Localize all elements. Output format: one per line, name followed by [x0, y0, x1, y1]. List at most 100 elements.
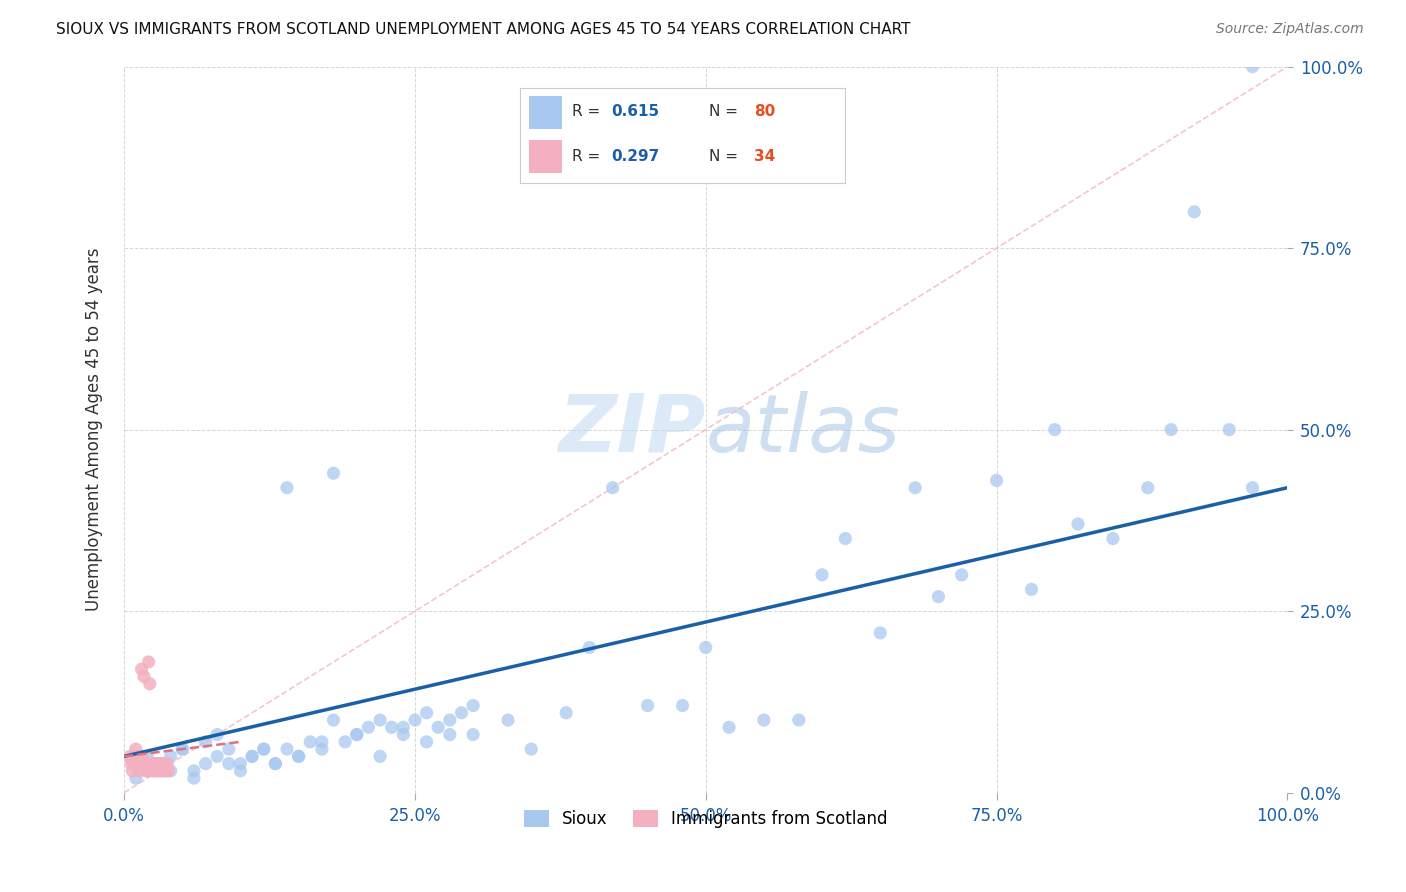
Point	[139, 756, 162, 771]
Point	[1182, 204, 1205, 219]
Point	[121, 764, 143, 778]
Point	[392, 720, 415, 734]
Point	[125, 749, 148, 764]
Point	[415, 706, 437, 720]
Point	[555, 706, 578, 720]
Point	[240, 749, 263, 764]
Point	[253, 742, 276, 756]
Point	[1241, 60, 1264, 74]
Point	[368, 749, 391, 764]
Point	[450, 706, 472, 720]
Point	[183, 764, 205, 778]
Point	[128, 764, 150, 778]
Text: ZIP: ZIP	[558, 391, 706, 468]
Point	[287, 749, 309, 764]
Point	[333, 735, 356, 749]
Point	[194, 735, 217, 749]
Point	[637, 698, 659, 713]
Point	[602, 481, 624, 495]
Point	[1067, 516, 1090, 531]
Point	[129, 756, 152, 771]
Y-axis label: Unemployment Among Ages 45 to 54 years: Unemployment Among Ages 45 to 54 years	[86, 248, 103, 611]
Point	[520, 742, 543, 756]
Point	[172, 742, 194, 756]
Point	[132, 669, 155, 683]
Point	[136, 764, 159, 778]
Point	[496, 713, 519, 727]
Point	[183, 771, 205, 785]
Point	[264, 756, 287, 771]
Point	[299, 735, 322, 749]
Point	[439, 728, 461, 742]
Point	[311, 735, 333, 749]
Point	[869, 626, 891, 640]
Point	[1241, 481, 1264, 495]
Point	[125, 742, 148, 756]
Point	[427, 720, 450, 734]
Point	[152, 756, 174, 771]
Point	[150, 764, 173, 778]
Point	[357, 720, 380, 734]
Point	[381, 720, 404, 734]
Point	[986, 474, 1008, 488]
Point	[131, 662, 153, 676]
Point	[311, 742, 333, 756]
Point	[392, 728, 415, 742]
Point	[122, 756, 145, 771]
Point	[461, 698, 484, 713]
Point	[752, 713, 775, 727]
Point	[138, 677, 160, 691]
Point	[1102, 532, 1125, 546]
Point	[145, 756, 167, 771]
Text: atlas: atlas	[706, 391, 900, 468]
Point	[194, 756, 217, 771]
Point	[156, 756, 179, 771]
Point	[404, 713, 426, 727]
Point	[153, 756, 176, 771]
Point	[461, 728, 484, 742]
Point	[346, 728, 368, 742]
Point	[134, 756, 156, 771]
Point	[148, 764, 170, 778]
Point	[159, 749, 181, 764]
Point	[439, 713, 461, 727]
Point	[149, 756, 172, 771]
Point	[132, 749, 155, 764]
Point	[148, 756, 170, 771]
Point	[218, 742, 240, 756]
Point	[578, 640, 600, 655]
Point	[136, 756, 159, 771]
Point	[253, 742, 276, 756]
Point	[1043, 423, 1066, 437]
Point	[787, 713, 810, 727]
Point	[138, 655, 160, 669]
Point	[718, 720, 741, 734]
Point	[143, 764, 166, 778]
Point	[141, 764, 163, 778]
Point	[157, 764, 180, 778]
Point	[125, 771, 148, 785]
Point	[205, 749, 228, 764]
Point	[146, 756, 169, 771]
Point	[159, 764, 181, 778]
Point	[834, 532, 856, 546]
Point	[229, 764, 252, 778]
Point	[145, 764, 167, 778]
Point	[1218, 423, 1240, 437]
Point	[127, 756, 149, 771]
Text: SIOUX VS IMMIGRANTS FROM SCOTLAND UNEMPLOYMENT AMONG AGES 45 TO 54 YEARS CORRELA: SIOUX VS IMMIGRANTS FROM SCOTLAND UNEMPL…	[56, 22, 911, 37]
Point	[287, 749, 309, 764]
Point	[205, 728, 228, 742]
Point	[904, 481, 927, 495]
Point	[346, 728, 368, 742]
Point	[1160, 423, 1182, 437]
Point	[264, 756, 287, 771]
Point	[136, 749, 159, 764]
Point	[229, 756, 252, 771]
Point	[368, 713, 391, 727]
Point	[695, 640, 717, 655]
Point	[950, 567, 973, 582]
Point	[671, 698, 693, 713]
Point	[218, 756, 240, 771]
Point	[811, 567, 834, 582]
